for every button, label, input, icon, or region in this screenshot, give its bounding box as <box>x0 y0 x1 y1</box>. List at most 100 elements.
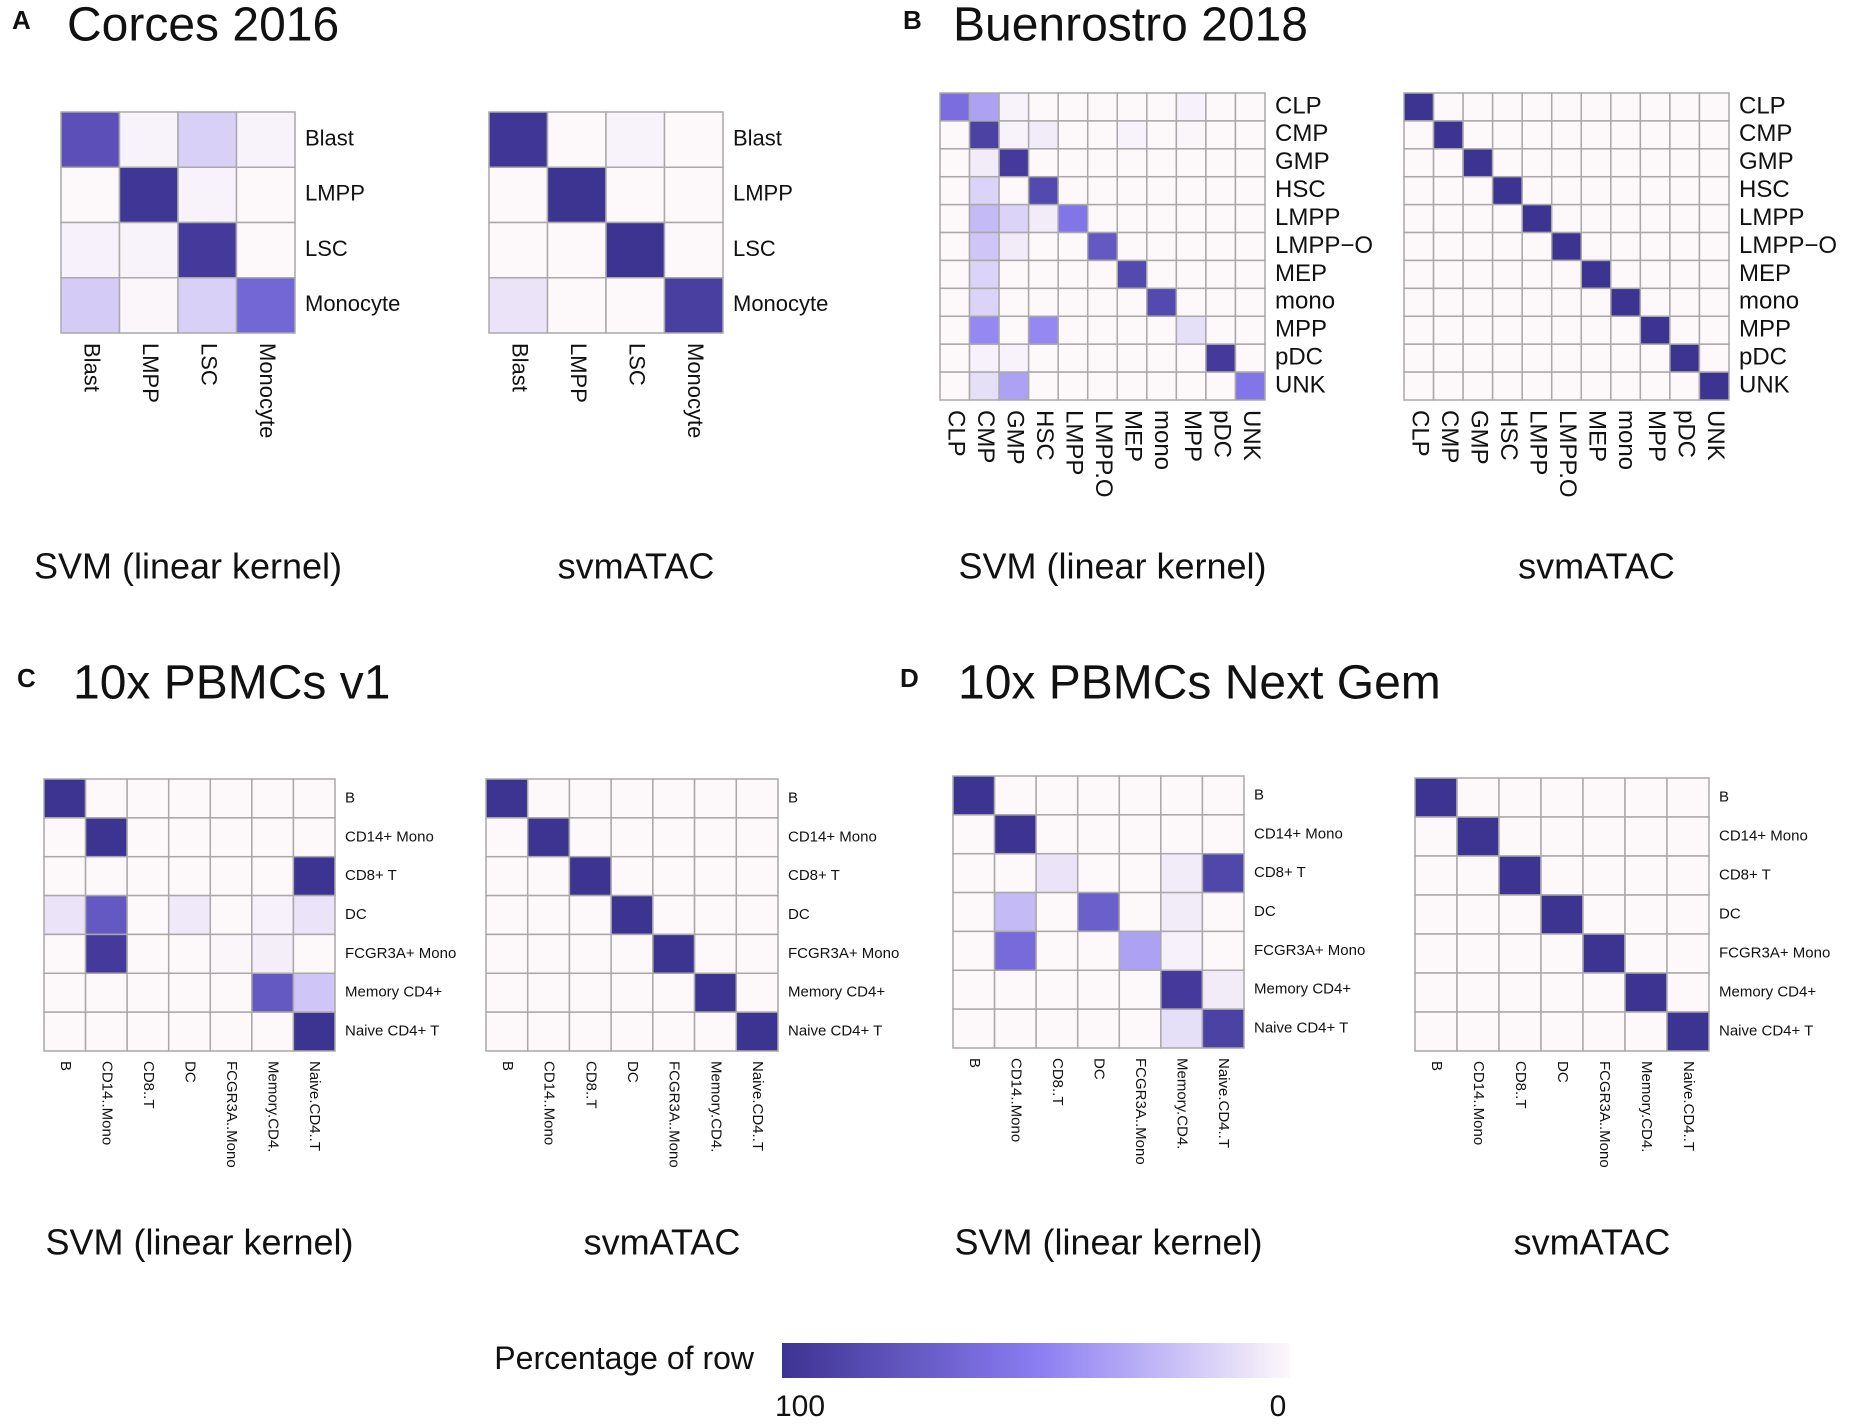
heatmap-cell <box>1035 1008 1079 1049</box>
panel-title: Corces 2016 <box>67 0 339 52</box>
row-label: FCGR3A+ Mono <box>345 945 456 962</box>
heatmap-cell <box>1118 775 1162 816</box>
heatmap-cell <box>1639 259 1671 290</box>
heatmap-cell <box>1582 777 1626 818</box>
heatmap-cell <box>1086 315 1119 345</box>
heatmap-cell <box>1432 343 1464 373</box>
heatmap-cell <box>1116 231 1148 262</box>
heatmap: B CD14+ Mono CD8+ T DC FCGR3A+ Mono Memory CD… <box>43 778 456 1263</box>
heatmap-cell <box>1491 259 1523 290</box>
column-label: CD8..T <box>582 1061 599 1109</box>
heatmap-cell <box>84 933 128 975</box>
heatmap-cell <box>1086 203 1119 234</box>
heatmap-cell <box>1086 371 1119 401</box>
heatmap-cell <box>118 166 179 224</box>
heatmap-cell <box>251 972 295 1013</box>
heatmap-cell <box>1624 1011 1668 1052</box>
heatmap-cell <box>652 894 696 936</box>
heatmap-cell <box>235 166 296 224</box>
row-label: CLP <box>1275 92 1322 119</box>
heatmap-cell <box>1639 148 1671 178</box>
heatmap-cell <box>939 148 971 178</box>
heatmap-cell <box>1491 120 1523 150</box>
column-label: Memory.CD4. <box>707 1061 724 1152</box>
row-label: CD14+ Mono <box>345 828 434 845</box>
heatmap-cell <box>998 92 1030 122</box>
heatmap-cell <box>1403 120 1435 150</box>
heatmap-cell <box>177 277 238 334</box>
heatmap-cell <box>1540 855 1584 896</box>
heatmap-cell <box>1027 148 1059 178</box>
row-label: DC <box>1254 903 1276 920</box>
heatmap-cell <box>1491 287 1523 318</box>
row-label: Blast <box>733 125 782 150</box>
heatmap-cell <box>968 315 1000 345</box>
heatmap-cell <box>1580 175 1612 206</box>
heatmap-cell <box>1698 315 1730 345</box>
heatmap-cell <box>1624 894 1668 935</box>
heatmap-cell <box>939 259 971 290</box>
heatmap-cell <box>1624 777 1668 818</box>
column-label: pDC <box>1672 410 1699 458</box>
heatmap-cell <box>968 371 1000 401</box>
heatmap-cell <box>1456 855 1500 896</box>
heatmap-cell <box>568 894 612 936</box>
heatmap-cell <box>43 778 87 819</box>
heatmap-cell <box>292 972 336 1013</box>
heatmap-cell <box>735 1011 779 1052</box>
column-label: Naive.CD4..T <box>749 1061 766 1151</box>
heatmap-cell <box>1118 1008 1162 1049</box>
heatmap-cell <box>605 166 666 224</box>
heatmap-cell <box>1462 175 1494 206</box>
column-label: CD8..T <box>1049 1058 1066 1106</box>
heatmap-cell <box>1639 315 1671 345</box>
heatmap-cell <box>118 111 179 168</box>
heatmap-cell <box>1582 855 1626 896</box>
heatmap-cell <box>1540 933 1584 974</box>
heatmap-cell <box>177 166 238 224</box>
heatmap-cell <box>292 817 336 858</box>
heatmap-cell <box>126 1011 170 1052</box>
heatmap-cell <box>1234 315 1266 345</box>
heatmap-cell <box>1491 231 1523 262</box>
panel-letter: B <box>903 5 922 35</box>
heatmap-cell <box>1666 777 1710 818</box>
heatmap-cell <box>993 1008 1037 1049</box>
heatmap-cell <box>1175 315 1207 345</box>
heatmap-cell <box>1669 148 1701 178</box>
heatmap-cell <box>1201 814 1245 855</box>
heatmap-cell <box>652 933 696 975</box>
heatmap-cell <box>952 930 996 972</box>
heatmap-cell <box>488 111 549 168</box>
heatmap-cell <box>568 855 612 897</box>
heatmap-cell <box>1057 175 1089 206</box>
column-label: CD14..Mono <box>98 1061 115 1145</box>
heatmap-cell <box>1175 203 1207 234</box>
heatmap-cell <box>1521 203 1553 234</box>
heatmap-cell <box>1118 891 1162 933</box>
chart-caption: svmATAC <box>1514 1222 1671 1263</box>
column-label: FCGR3A..Mono <box>1132 1058 1149 1165</box>
heatmap: CLPCMPGMPHSCLMPPLMPP−OMEPmonoMPPpDCUNKCL… <box>1403 92 1837 587</box>
heatmap-cell <box>1456 777 1500 818</box>
heatmap-cell <box>1175 92 1207 122</box>
heatmap-cell <box>1491 203 1523 234</box>
heatmap-cell <box>1432 92 1464 122</box>
column-label: CD14..Mono <box>541 1061 558 1145</box>
heatmap-cell <box>1403 343 1435 373</box>
heatmap-cell <box>735 894 779 936</box>
heatmap-cell <box>1521 371 1553 401</box>
heatmap-cell <box>1666 855 1710 896</box>
heatmap-cell <box>1456 933 1500 974</box>
row-label: UNK <box>1739 371 1790 398</box>
panel-letter: C <box>17 663 36 693</box>
heatmap-cell <box>526 894 571 936</box>
heatmap-cell <box>1462 203 1494 234</box>
heatmap-cell <box>1610 315 1642 345</box>
column-label: LSC <box>196 343 221 386</box>
column-label: Blast <box>79 343 104 392</box>
heatmap-cell <box>1027 371 1059 401</box>
colorbar-tick-label: 0 <box>1270 1390 1287 1423</box>
heatmap-cell <box>1540 777 1584 818</box>
row-label: FCGR3A+ Mono <box>1719 944 1830 961</box>
